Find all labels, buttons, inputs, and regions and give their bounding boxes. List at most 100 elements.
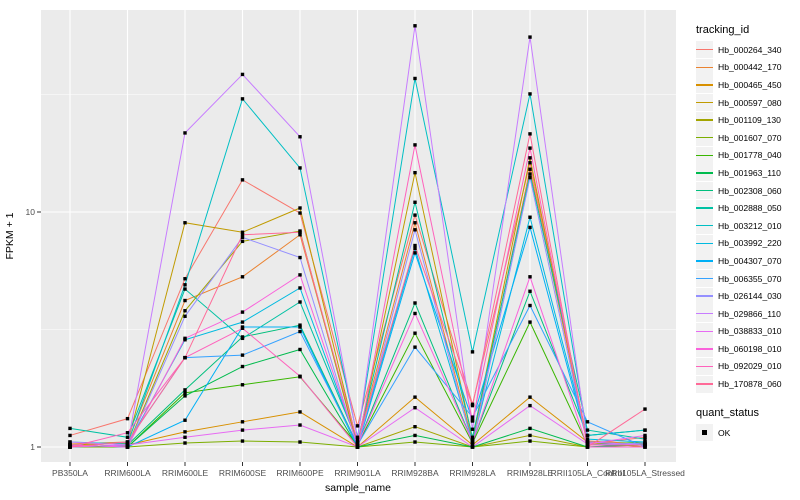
data-point <box>183 355 187 360</box>
data-point <box>528 167 532 171</box>
data-point <box>183 430 187 434</box>
legend-key-line-icon <box>696 252 713 270</box>
data-point <box>413 170 417 175</box>
data-point <box>240 275 245 279</box>
data-point <box>240 310 245 314</box>
data-point <box>528 403 532 408</box>
data-point <box>240 326 245 330</box>
data-point <box>643 433 647 438</box>
data-point <box>68 443 72 447</box>
data-point <box>643 428 647 432</box>
legend-key-line-icon <box>696 58 713 76</box>
data-point <box>298 325 302 329</box>
legend-item-Hb_001607_070: Hb_001607_070 <box>696 129 800 147</box>
legend-item-Hb_060198_010: Hb_060198_010 <box>696 340 800 358</box>
data-point <box>183 388 187 392</box>
legend-item-Hb_038833_010: Hb_038833_010 <box>696 322 800 341</box>
y-axis-title: FPKM + 1 <box>4 212 16 259</box>
legend-key-line-icon <box>696 129 713 147</box>
legend-item-label: Hb_000442_170 <box>718 62 782 73</box>
series-color-swatch <box>696 49 713 51</box>
legend-item-label: Hb_170878_060 <box>718 379 782 390</box>
plot-area: PB350LA RRIM600LA RRIM600LE RRIM600SE RRIM60… <box>4 10 686 494</box>
data-point <box>240 230 245 234</box>
data-point <box>528 275 532 279</box>
data-point <box>413 221 417 225</box>
legend-item-label: Hb_001607_070 <box>718 132 782 143</box>
data-point <box>413 243 417 248</box>
data-point <box>183 435 187 439</box>
data-point <box>413 213 417 217</box>
data-point <box>413 200 417 204</box>
data-point <box>183 309 187 313</box>
legend-shape-items: OK <box>688 424 800 442</box>
data-point <box>240 235 245 240</box>
legend-item-Hb_002888_050: Hb_002888_050 <box>696 199 800 217</box>
data-point <box>125 416 130 421</box>
legend-item-label: Hb_003992_220 <box>718 238 782 249</box>
legend-key-line-icon <box>696 357 713 375</box>
x-tick-label: RRIM600SE <box>219 468 267 478</box>
data-point <box>298 255 302 260</box>
black-square-marker-icon <box>696 424 713 442</box>
legend-item-label: Hb_004307_070 <box>718 255 782 266</box>
series-color-swatch <box>696 101 713 104</box>
data-point <box>528 146 532 150</box>
data-point <box>413 228 417 232</box>
legend-item-Hb_000442_170: Hb_000442_170 <box>696 58 800 77</box>
data-point <box>528 303 532 308</box>
data-point <box>240 353 245 357</box>
data-point <box>528 156 532 160</box>
legend-item-Hb_000597_080: Hb_000597_080 <box>696 94 800 112</box>
data-point <box>183 298 187 303</box>
legend-item-label: Hb_006355_070 <box>718 273 782 284</box>
data-point <box>240 72 245 77</box>
series-color-swatch <box>696 84 713 86</box>
data-point <box>298 440 302 444</box>
x-axis-title: sample_name <box>325 482 391 494</box>
data-point <box>528 225 532 230</box>
series-color-swatch <box>696 119 713 121</box>
data-point <box>183 391 187 395</box>
data-point <box>413 440 417 444</box>
data-point <box>240 320 245 324</box>
data-point <box>298 323 302 327</box>
data-point <box>643 445 647 449</box>
x-tick-label: RRIM928BA <box>391 468 439 478</box>
legend-item-Hb_000264_340: Hb_000264_340 <box>696 41 800 59</box>
square-marker <box>702 430 707 435</box>
data-point <box>585 433 590 438</box>
data-point <box>585 420 590 424</box>
series-color-swatch <box>696 242 713 245</box>
data-point <box>240 233 245 237</box>
x-tick-label: RRIM600LE <box>162 468 209 478</box>
data-point <box>240 428 245 432</box>
data-point <box>298 233 302 237</box>
data-point <box>125 440 130 444</box>
data-point <box>298 135 302 139</box>
legend-item-label: Hb_000465_450 <box>718 79 782 90</box>
legend-key-line-icon <box>696 217 713 235</box>
legend-key-line-icon <box>696 111 713 129</box>
legend: tracking_id Hb_000264_340 Hb_000442_170 Hb… <box>688 24 800 442</box>
legend-item-Hb_004307_070: Hb_004307_070 <box>696 252 800 270</box>
data-point <box>183 277 187 281</box>
data-point <box>470 427 475 431</box>
x-tick-label: RRII105LA_Control <box>551 468 625 478</box>
data-point <box>298 347 302 352</box>
data-point <box>240 239 245 244</box>
data-point <box>240 364 245 369</box>
data-point <box>528 35 532 39</box>
data-point <box>68 440 72 444</box>
data-point <box>413 76 417 81</box>
x-tick-label: RRIM600LA <box>104 468 151 478</box>
legend-key-line-icon <box>696 305 713 323</box>
legend-item-Hb_029866_110: Hb_029866_110 <box>696 305 800 323</box>
axis-layer: PB350LA RRIM600LA RRIM600LE RRIM600SE RRIM60… <box>26 207 686 478</box>
data-point <box>355 440 360 444</box>
legend-key-line-icon <box>696 270 713 288</box>
data-point <box>585 443 590 447</box>
data-point <box>298 273 302 277</box>
data-point <box>528 172 532 176</box>
data-point <box>643 435 647 439</box>
